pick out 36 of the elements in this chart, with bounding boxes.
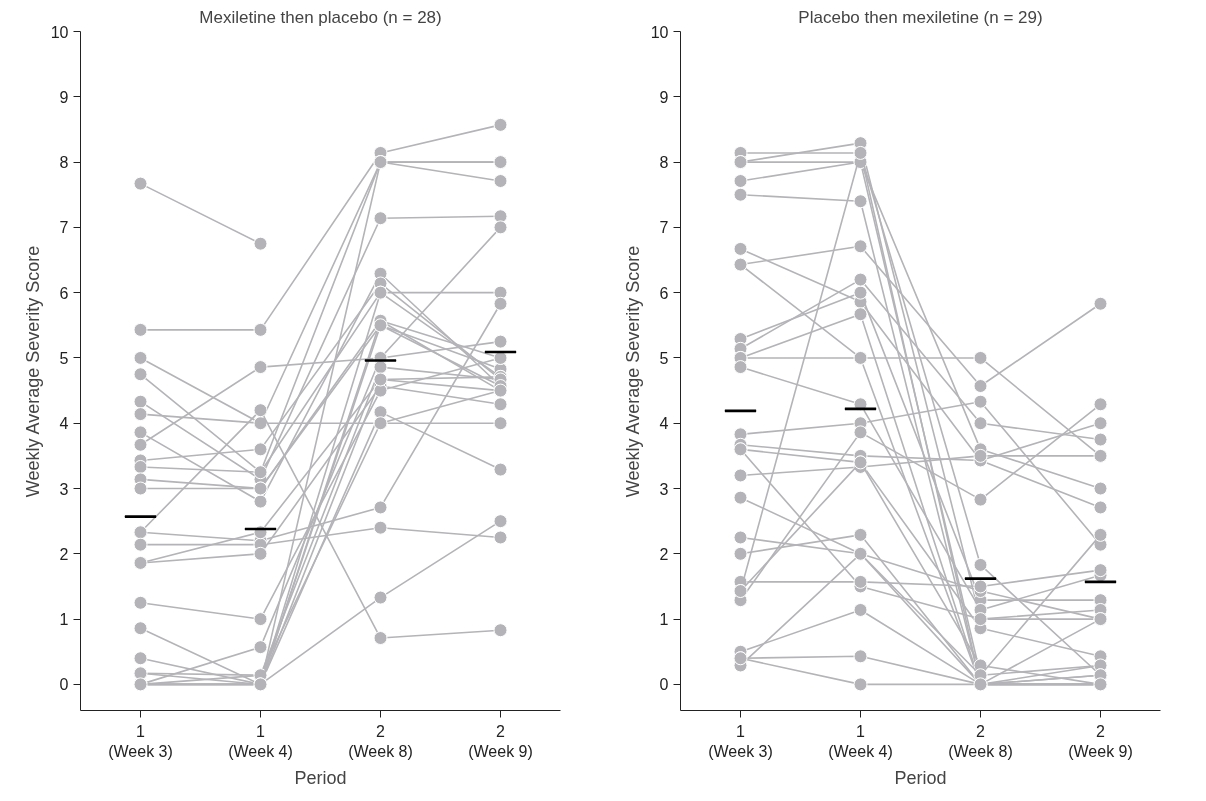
y-tick-label: 10 bbox=[650, 23, 669, 41]
y-tick-label: 3 bbox=[59, 480, 69, 498]
x-tick-label: 1 (Week 4) bbox=[828, 722, 893, 760]
x-axis-title: Period bbox=[894, 767, 947, 788]
x-tick-label: 2 (Week 8) bbox=[948, 722, 1013, 760]
y-tick-label: 0 bbox=[59, 676, 69, 694]
y-tick-label: 8 bbox=[659, 154, 669, 172]
x-tick-label: 1 (Week 3) bbox=[108, 722, 173, 760]
y-tick-label: 7 bbox=[659, 219, 669, 237]
y-tick-label: 0 bbox=[659, 676, 669, 694]
y-tick-label: 9 bbox=[659, 88, 669, 106]
y-tick-label: 3 bbox=[659, 480, 669, 498]
chart-title: Mexiletine then placebo (n = 28) bbox=[199, 7, 442, 27]
y-tick-label: 1 bbox=[659, 611, 669, 629]
y-tick-label: 6 bbox=[659, 284, 669, 302]
x-tick-label: 1 (Week 4) bbox=[228, 722, 293, 760]
y-tick-label: 7 bbox=[59, 219, 69, 237]
y-tick-label: 9 bbox=[59, 88, 69, 106]
y-tick-label: 10 bbox=[50, 23, 69, 41]
x-tick-label: 2 (Week 9) bbox=[1068, 722, 1133, 760]
y-tick-label: 5 bbox=[59, 349, 69, 367]
x-tick-label: 2 (Week 9) bbox=[468, 722, 533, 760]
y-axis-title: Weekly Average Severity Score bbox=[22, 245, 43, 498]
x-tick-label: 2 (Week 8) bbox=[348, 722, 413, 760]
y-tick-label: 4 bbox=[59, 415, 69, 433]
y-tick-label: 8 bbox=[59, 154, 69, 172]
y-tick-label: 4 bbox=[659, 415, 669, 433]
y-axis-title: Weekly Average Severity Score bbox=[622, 245, 643, 498]
x-axis-title: Period bbox=[294, 767, 347, 788]
chart-title: Placebo then mexiletine (n = 29) bbox=[798, 7, 1043, 27]
y-tick-label: 5 bbox=[659, 349, 669, 367]
y-tick-label: 1 bbox=[59, 611, 69, 629]
y-tick-label: 2 bbox=[59, 545, 69, 563]
y-tick-label: 6 bbox=[59, 284, 69, 302]
x-tick-label: 1 (Week 3) bbox=[708, 722, 773, 760]
y-tick-label: 2 bbox=[659, 545, 669, 563]
